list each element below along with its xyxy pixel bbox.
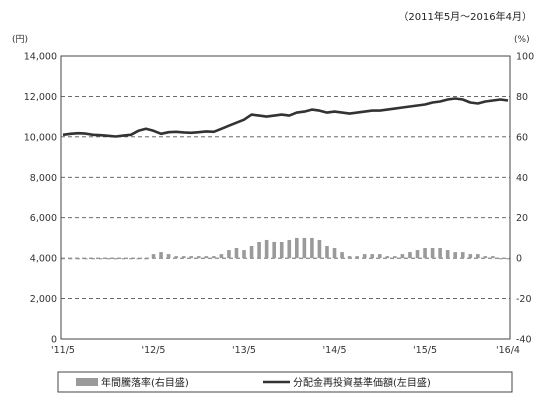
left-tick-label: 6,000	[30, 213, 57, 224]
bar	[393, 256, 397, 259]
right-tick-label: 40	[516, 173, 528, 184]
line-series	[62, 97, 509, 138]
bar	[476, 254, 480, 259]
bar	[460, 252, 465, 259]
bar	[136, 258, 141, 260]
bar	[257, 241, 261, 259]
legend-bar-swatch	[76, 378, 98, 386]
bar	[189, 256, 194, 259]
bar	[272, 241, 276, 259]
left-tick-label: 8,000	[30, 173, 57, 184]
bar	[310, 237, 314, 259]
bar	[83, 258, 88, 260]
bar	[287, 239, 292, 259]
bar	[385, 256, 390, 259]
plot-frame	[60, 55, 511, 340]
x-axis-ticks: '11/5 '12/5 '13/5 '14/5 '15/5 '16/4	[51, 345, 520, 356]
left-tick-label: 0	[51, 335, 57, 346]
bar	[317, 239, 322, 259]
bar	[498, 258, 503, 260]
right-tick-label: 20	[516, 213, 528, 224]
right-tick-label: -40	[516, 335, 532, 346]
bar	[121, 258, 126, 260]
bar	[400, 254, 405, 259]
legend: 年間騰落率(右目盛) 分配金再投資基準価額(左目盛)	[57, 371, 513, 393]
bar	[144, 258, 148, 260]
bar	[242, 250, 246, 259]
left-tick-label: 14,000	[24, 52, 57, 63]
bar	[468, 254, 473, 259]
x-tick-label: '16/4	[496, 345, 520, 356]
bar	[445, 250, 450, 259]
bar	[212, 256, 216, 259]
bar	[181, 256, 186, 259]
bar	[249, 246, 254, 259]
bar	[113, 258, 118, 260]
legend-line-label: 分配金再投資基準価額(左目盛)	[293, 376, 431, 389]
bar	[408, 252, 412, 259]
bar	[453, 252, 458, 259]
bar	[76, 258, 80, 260]
bar	[91, 258, 95, 260]
right-tick-label: 0	[516, 254, 522, 265]
bar-series	[61, 237, 510, 260]
x-tick-label: '14/5	[323, 345, 347, 356]
x-tick-label: '15/5	[413, 345, 437, 356]
bar	[483, 256, 488, 259]
left-axis-ticks: 0 2,000 4,000 6,000 8,000 10,000 12,000 14,000	[24, 52, 57, 346]
bar	[370, 254, 375, 259]
bar	[68, 258, 73, 260]
bar	[415, 250, 420, 259]
bar	[362, 254, 367, 259]
bar	[166, 254, 171, 259]
left-tick-label: 10,000	[24, 132, 57, 143]
bar	[491, 256, 495, 259]
left-tick-label: 12,000	[24, 92, 57, 103]
bar	[325, 246, 329, 259]
right-tick-label: 80	[516, 92, 528, 103]
left-tick-label: 4,000	[30, 254, 57, 265]
bar	[234, 248, 239, 259]
bar	[506, 258, 510, 260]
left-tick-label: 2,000	[30, 294, 57, 305]
bar	[159, 252, 163, 259]
legend-bar-label: 年間騰落率(右目盛)	[101, 376, 189, 389]
bar	[129, 258, 133, 260]
bar	[151, 254, 156, 259]
x-tick-label: '12/5	[142, 345, 166, 356]
bar	[204, 256, 209, 259]
left-axis-unit: (円)	[12, 34, 28, 45]
right-tick-label: -20	[516, 294, 532, 305]
right-tick-label: 100	[516, 52, 534, 63]
bar	[106, 258, 111, 260]
bar	[423, 248, 427, 259]
bar	[340, 252, 344, 259]
right-axis-ticks: -40 -20 0 20 40 60 80 100	[516, 52, 534, 346]
grid-lines	[61, 95, 510, 300]
bar	[196, 256, 201, 259]
x-tick-label: '13/5	[232, 345, 256, 356]
x-tick-label: '11/5	[51, 345, 75, 356]
bar	[295, 237, 299, 259]
bar	[438, 248, 442, 259]
bar	[61, 258, 65, 260]
right-axis-unit: (%)	[514, 35, 530, 45]
bar	[264, 239, 269, 259]
bar	[377, 254, 382, 259]
bar	[355, 256, 359, 259]
bar	[174, 256, 178, 259]
bar	[219, 254, 224, 259]
bar	[332, 248, 337, 259]
bar	[279, 241, 284, 259]
bar	[302, 237, 307, 259]
bar	[430, 248, 435, 259]
line-series-path	[62, 97, 509, 138]
bar	[347, 256, 352, 259]
period-label: （2011年5月～2016年4月）	[398, 10, 532, 23]
bar	[227, 250, 231, 259]
right-tick-label: 60	[516, 132, 528, 143]
bar	[98, 258, 103, 260]
